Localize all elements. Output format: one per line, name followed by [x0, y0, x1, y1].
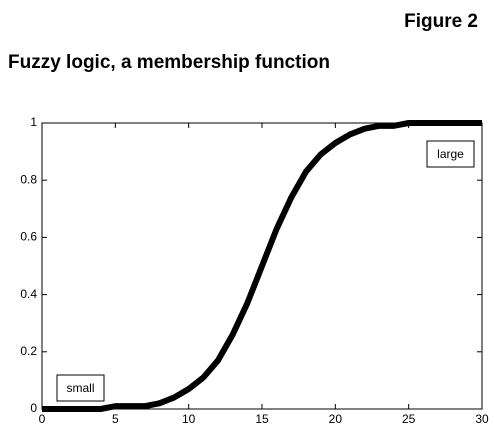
annotation: large [437, 147, 464, 161]
x-tick-label: 20 [329, 412, 343, 426]
line [42, 120, 482, 412]
x-tick-label: 0 [39, 412, 46, 426]
y-tick-label: 0.8 [20, 172, 37, 186]
x-tick-label: 30 [475, 412, 489, 426]
y-tick-label: 0.4 [20, 287, 37, 301]
chart-title: Figure 2 [404, 11, 478, 32]
annotation-box [56, 374, 105, 402]
y-tick-label: 0.2 [20, 344, 37, 358]
x-tick-label: 15 [255, 412, 269, 426]
chart-subtitle: Fuzzy logic, a membership function [8, 52, 330, 73]
x-tick-label: 25 [402, 412, 416, 426]
y-tick-label: 0 [30, 401, 37, 415]
y-tick-label: 0.6 [20, 230, 37, 244]
y-tick-label: 1 [30, 115, 37, 129]
x-tick-label: 5 [112, 412, 119, 426]
annotation: small [66, 381, 94, 395]
annotation-box [426, 140, 475, 168]
x-tick-label: 10 [182, 412, 196, 426]
